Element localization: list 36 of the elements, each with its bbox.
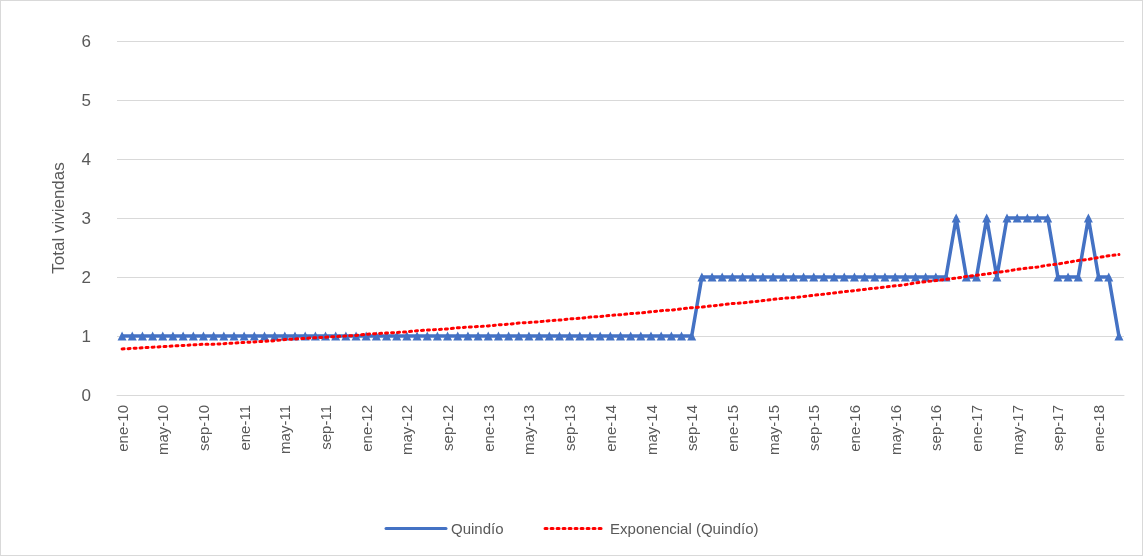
- y-tick-label: 3: [81, 208, 91, 228]
- y-tick-label: 0: [81, 385, 91, 405]
- x-tick-label: may-16: [886, 405, 904, 456]
- x-tick-label: sep-12: [439, 405, 457, 451]
- legend-label: Quindío: [451, 520, 504, 537]
- y-axis-title: Total viviendas: [49, 162, 68, 274]
- x-tick-label: sep-10: [194, 405, 212, 451]
- x-tick-label: may-15: [764, 405, 782, 456]
- y-tick-label: 1: [81, 326, 91, 346]
- y-tick-label: 5: [81, 90, 91, 110]
- x-tick-label: ene-16: [845, 405, 863, 452]
- legend-label: Exponencial (Quindío): [610, 520, 759, 537]
- x-tick-label: may-13: [520, 405, 538, 456]
- x-tick-label: ene-11: [235, 405, 253, 451]
- x-tick-label: sep-16: [927, 405, 945, 451]
- x-tick-label: may-11: [276, 405, 294, 454]
- x-tick-label: ene-13: [479, 405, 497, 452]
- x-tick-label: may-17: [1008, 405, 1026, 456]
- x-tick-label: sep-13: [561, 405, 579, 451]
- x-tick-label: ene-15: [723, 405, 741, 452]
- x-tick-label: may-12: [398, 405, 416, 456]
- x-tick-label: sep-14: [683, 405, 701, 451]
- x-tick-label: may-14: [642, 405, 660, 456]
- x-tick-label: sep-15: [805, 405, 823, 451]
- line-series: [120, 253, 1121, 351]
- x-tick-label: sep-17: [1049, 405, 1067, 451]
- x-tick-label: ene-14: [601, 405, 619, 452]
- x-tick-label: ene-10: [113, 405, 131, 452]
- x-tick-label: may-10: [154, 405, 172, 456]
- y-tick-label: 2: [81, 267, 91, 287]
- y-tick-label: 6: [81, 31, 91, 51]
- x-tick-label: ene-18: [1090, 405, 1108, 452]
- x-tick-label: ene-17: [968, 405, 986, 452]
- y-tick-label: 4: [81, 149, 91, 169]
- x-tick-label: sep-11: [317, 405, 335, 450]
- x-tick-label: ene-12: [357, 405, 375, 452]
